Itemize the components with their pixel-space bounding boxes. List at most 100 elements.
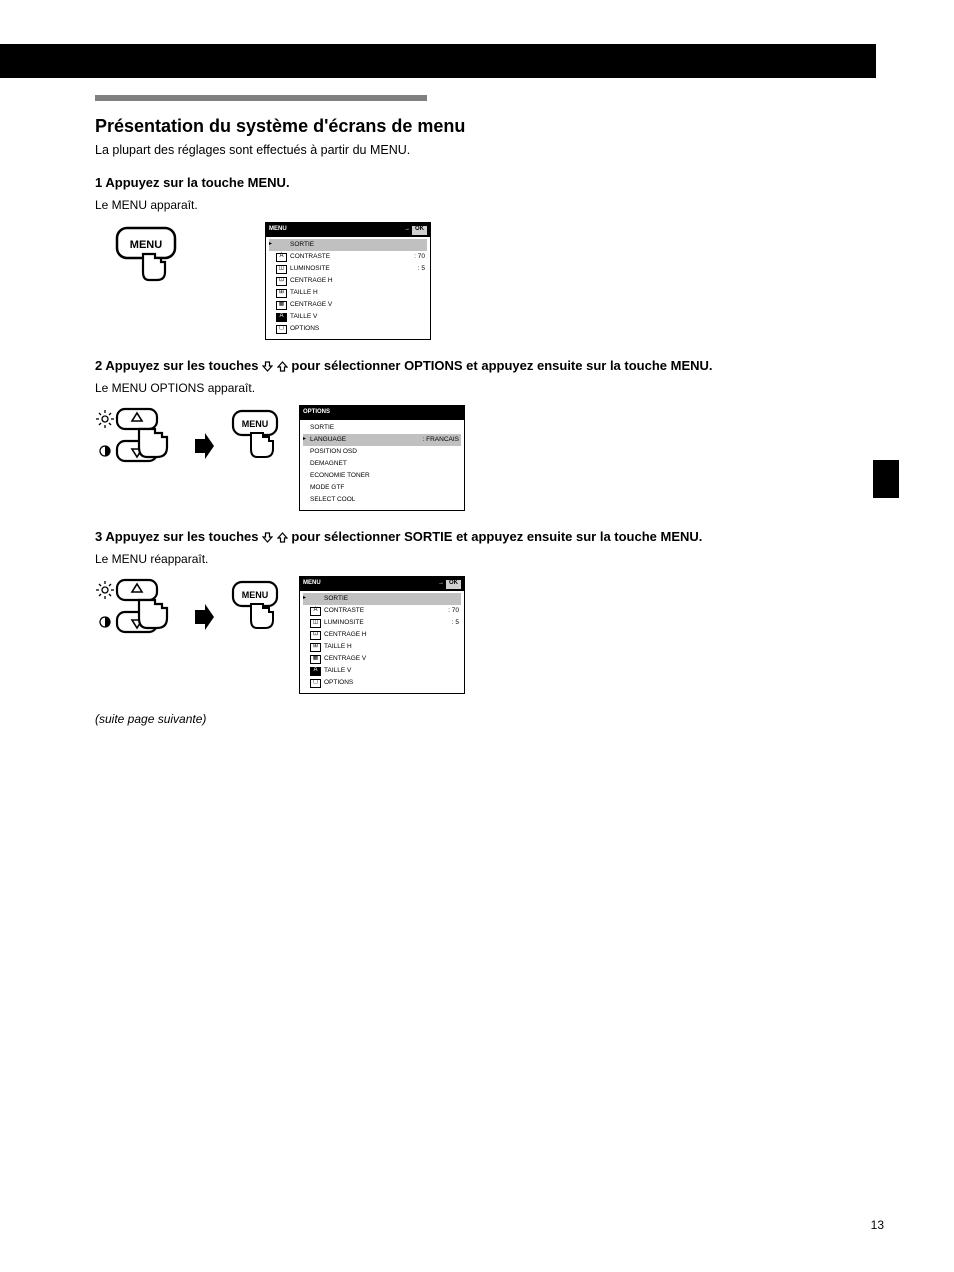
osd-row: MODE GTF [303,482,461,494]
osd-item-value: : 70 [414,253,427,261]
menu-icon: A [276,253,287,262]
up-arrow-icon [277,532,288,543]
osd-item-label: TAILLE V [290,313,427,321]
cursor-icon: ▸ [303,436,307,444]
osd-row: ⊞ TAILLE H [269,287,427,299]
step3-label: 3 Appuyez sur les touches pour sélection… [95,529,865,544]
osd-header: OPTIONS [300,406,464,420]
step1-desc: Le MENU apparaît. [95,198,865,212]
language-side-tab [873,460,899,498]
osd-row: ◻ OPTIONS [303,677,461,689]
menu-icon: ⊡ [310,631,321,640]
osd-item-label: CENTRAGE H [324,631,461,639]
osd-title: MENU [269,226,287,234]
osd-item-label: DEMAGNET [310,460,461,468]
osd-item-label: POSITION OSD [310,448,461,456]
osd-row: ▦ CENTRAGE V [269,299,427,311]
svg-text:MENU: MENU [130,239,162,251]
osd-row: ⊡ CENTRAGE H [303,629,461,641]
osd-row: A CONTRASTE : 70 [269,251,427,263]
osd-item-value: : 70 [448,607,461,615]
osd-item-label: LUMINOSITE [290,265,415,273]
step2-label: 2 Appuyez sur les touches pour sélection… [95,358,865,373]
menu-icon: A [310,667,321,676]
down-arrow-icon [262,532,273,543]
osd-item-label: OPTIONS [324,679,461,687]
up-arrow-icon [277,361,288,372]
osd-body: SORTIE ▸ LANGUAGE : FRANCAIS POSITION OS… [300,420,464,510]
cursor-icon: ▸ [269,241,273,249]
osd-row: ◫ LUMINOSITE : 5 [269,263,427,275]
step2-desc: Le MENU OPTIONS apparaît. [95,381,865,395]
step1-label: 1 Appuyez sur la touche MENU. [95,175,865,190]
osd-item-label: OPTIONS [290,325,427,333]
step3-osd: MENU → OK ▸ SORTIE A CONTRASTE : 70 [299,576,465,694]
osd-header: MENU → OK [266,223,430,237]
step2-prefix: 2 Appuyez sur les touches [95,358,262,373]
osd-body: ▸ SORTIE A CONTRASTE : 70 ◫ LUMINOSITE :… [300,591,464,693]
svg-text:MENU: MENU [242,419,269,429]
osd-item-label: SORTIE [290,241,427,249]
arrow-icon: → [438,580,444,588]
right-arrow-icon [193,405,215,487]
menu-icon: ◫ [310,619,321,628]
header-bar [0,44,876,78]
osd-row: ▸ SORTIE [269,239,427,251]
updown-buttons-icon [95,405,183,487]
osd-body: ▸ SORTIE A CONTRASTE : 70 ◫ LUMINOSITE :… [266,237,430,339]
osd-item-label: CENTRAGE V [290,301,427,309]
brightness-icon [310,595,321,604]
step3-desc: Le MENU réapparaît. [95,552,865,566]
osd-row: POSITION OSD [303,446,461,458]
osd-row: SORTIE [303,422,461,434]
menu-button-icon: MENU [95,222,205,302]
osd-row: ▸ LANGUAGE : FRANCAIS [303,434,461,446]
step2-row: MENU OPTIONS SORTIE ▸ LANGUAGE : FRANCAI… [95,405,865,511]
osd-row: ⊞ TAILLE H [303,641,461,653]
brightness-icon [276,241,287,250]
osd-row: ▸ SORTIE [303,593,461,605]
step3-row: MENU MENU → OK ▸ SORTIE A [95,576,865,694]
osd-item-label: CENTRAGE H [290,277,427,285]
osd-header: MENU → OK [300,577,464,591]
osd-title: OPTIONS [303,409,330,417]
step1-row: MENU MENU → OK ▸ SORTIE A [95,222,865,340]
grey-rule [95,95,427,101]
osd-row: ▦ CENTRAGE V [303,653,461,665]
osd-item-label: TAILLE H [290,289,427,297]
menu-icon: ⊞ [276,289,287,298]
osd-title: MENU [303,580,321,588]
osd-item-label: CONTRASTE [324,607,445,615]
svg-text:MENU: MENU [242,590,269,600]
osd-item-label: TAILLE H [324,643,461,651]
step3-prefix: 3 Appuyez sur les touches [95,529,262,544]
step3-middle: pour sélectionner SORTIE et appuyez ensu… [291,529,702,544]
osd-row: ◫ LUMINOSITE : 5 [303,617,461,629]
osd-item-label: SORTIE [324,595,461,603]
cursor-icon: ▸ [303,595,307,603]
menu-icon: A [310,607,321,616]
section-subtitle: La plupart des réglages sont effectués à… [95,143,865,157]
menu-icon: ▦ [310,655,321,664]
osd-lang-tag: OK [412,226,427,235]
osd-lang-tag: OK [446,580,461,589]
osd-item-label: SORTIE [310,424,461,432]
updown-buttons-icon [95,576,183,658]
section-title: Présentation du système d'écrans de menu [95,116,865,137]
menu-icon: A [276,313,287,322]
menu-icon: ◻ [310,679,321,688]
menu-icon: ▦ [276,301,287,310]
osd-row: ⊡ CENTRAGE H [269,275,427,287]
menu-button-icon: MENU [225,576,289,658]
osd-row: A TAILLE V [269,311,427,323]
osd-item-label: LUMINOSITE [324,619,449,627]
osd-item-label: CONTRASTE [290,253,411,261]
page-content: Présentation du système d'écrans de menu… [95,116,865,726]
menu-icon: ⊞ [310,643,321,652]
continued-note: (suite page suivante) [95,712,865,726]
osd-item-value: : 5 [452,619,461,627]
osd-row: A CONTRASTE : 70 [303,605,461,617]
arrow-icon: → [404,226,410,234]
osd-row: ECONOMIE TONER [303,470,461,482]
step2-middle: pour sélectionner OPTIONS et appuyez ens… [291,358,712,373]
